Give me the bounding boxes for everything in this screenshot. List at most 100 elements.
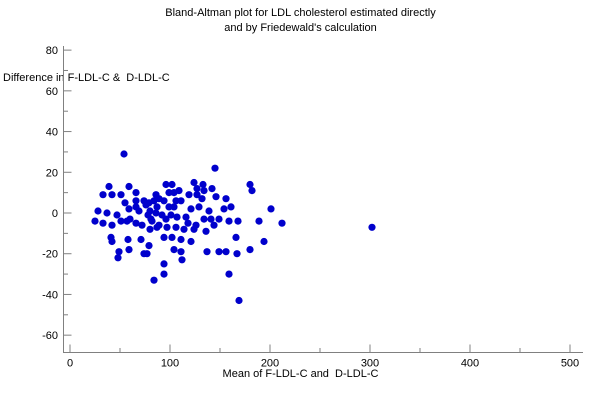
data-point bbox=[172, 197, 180, 205]
data-point bbox=[178, 256, 186, 264]
data-point bbox=[210, 221, 218, 229]
data-point bbox=[172, 223, 180, 231]
data-point bbox=[117, 217, 125, 225]
data-point bbox=[153, 223, 161, 231]
data-point bbox=[260, 237, 268, 246]
data-point bbox=[170, 246, 178, 254]
data-point bbox=[91, 217, 99, 225]
y-tick-label: -60 bbox=[42, 330, 58, 342]
y-tick-label: 80 bbox=[46, 45, 58, 57]
y-tick-label: 40 bbox=[46, 127, 58, 139]
data-point bbox=[125, 205, 133, 213]
data-point bbox=[94, 207, 102, 215]
data-point bbox=[185, 191, 193, 199]
data-point bbox=[215, 248, 223, 256]
data-point bbox=[108, 191, 116, 199]
y-axis-label: Difference in F-LDL-C & D-LDL-C bbox=[3, 72, 170, 84]
x-tick-label: 400 bbox=[461, 358, 479, 370]
data-point bbox=[368, 223, 376, 231]
x-tick-label: 100 bbox=[161, 358, 179, 370]
y-tick-label: -20 bbox=[42, 249, 58, 261]
data-point bbox=[225, 270, 233, 278]
data-point bbox=[193, 185, 201, 193]
data-point bbox=[145, 242, 153, 250]
data-point bbox=[138, 221, 146, 229]
data-point bbox=[278, 219, 286, 227]
data-point bbox=[211, 164, 219, 172]
data-point bbox=[187, 205, 195, 213]
data-point bbox=[199, 180, 207, 189]
y-tick-label: 60 bbox=[46, 86, 58, 98]
data-point bbox=[177, 197, 185, 205]
data-point bbox=[108, 221, 116, 229]
x-tick-label: 0 bbox=[67, 358, 73, 370]
data-point bbox=[162, 215, 170, 223]
data-point bbox=[246, 180, 254, 189]
data-point bbox=[203, 248, 211, 256]
data-point bbox=[205, 207, 213, 215]
data-point bbox=[168, 233, 176, 241]
data-point bbox=[123, 217, 131, 225]
data-point bbox=[165, 203, 173, 211]
data-point bbox=[121, 199, 129, 207]
data-point bbox=[200, 215, 208, 223]
data-point bbox=[180, 225, 188, 233]
data-point bbox=[167, 211, 175, 219]
data-point bbox=[160, 260, 168, 268]
data-point bbox=[153, 203, 161, 211]
data-point bbox=[132, 189, 140, 197]
data-point bbox=[200, 187, 208, 195]
data-point bbox=[150, 276, 158, 284]
data-point bbox=[132, 197, 140, 205]
data-point bbox=[212, 193, 220, 201]
data-point bbox=[208, 185, 216, 193]
data-point bbox=[234, 217, 242, 225]
data-point bbox=[105, 182, 113, 191]
data-point bbox=[235, 296, 243, 305]
data-point bbox=[117, 191, 125, 199]
data-point bbox=[177, 235, 185, 244]
data-point bbox=[207, 215, 215, 223]
data-point bbox=[215, 215, 223, 223]
chart-title-line1: Bland-Altman plot for LDL cholesterol es… bbox=[165, 7, 436, 19]
data-point bbox=[267, 205, 275, 213]
data-point bbox=[220, 205, 228, 213]
data-point bbox=[143, 250, 151, 258]
data-point bbox=[99, 219, 107, 227]
data-point bbox=[246, 246, 254, 254]
y-tick-label: -40 bbox=[42, 289, 58, 301]
data-point bbox=[170, 203, 178, 211]
data-point bbox=[162, 180, 170, 189]
data-point bbox=[182, 213, 190, 221]
data-point bbox=[173, 213, 181, 221]
data-point bbox=[190, 178, 198, 187]
data-point bbox=[175, 187, 183, 195]
data-point bbox=[135, 207, 143, 215]
data-point bbox=[225, 217, 233, 225]
data-point bbox=[233, 250, 241, 258]
data-point bbox=[195, 203, 203, 211]
x-axis-label: Mean of F-LDL-C and D-LDL-C bbox=[222, 368, 379, 380]
data-point bbox=[120, 150, 128, 158]
data-point bbox=[187, 237, 195, 246]
data-point bbox=[125, 182, 133, 191]
data-point bbox=[248, 187, 256, 195]
data-point bbox=[124, 235, 132, 244]
data-point bbox=[168, 180, 176, 189]
chart-title-line2: and by Friedewald's calculation bbox=[224, 22, 377, 34]
data-point bbox=[190, 225, 198, 233]
data-point bbox=[146, 225, 154, 233]
data-point bbox=[160, 197, 168, 205]
y-tick-label: 20 bbox=[46, 167, 58, 179]
x-tick-label: 200 bbox=[261, 358, 279, 370]
x-tick-label: 300 bbox=[361, 358, 379, 370]
y-tick-label: 0 bbox=[52, 208, 58, 220]
data-point bbox=[232, 233, 240, 241]
data-point bbox=[108, 237, 116, 246]
data-point bbox=[255, 217, 263, 225]
data-point bbox=[222, 195, 230, 203]
data-point bbox=[227, 203, 235, 211]
data-point bbox=[152, 209, 160, 217]
